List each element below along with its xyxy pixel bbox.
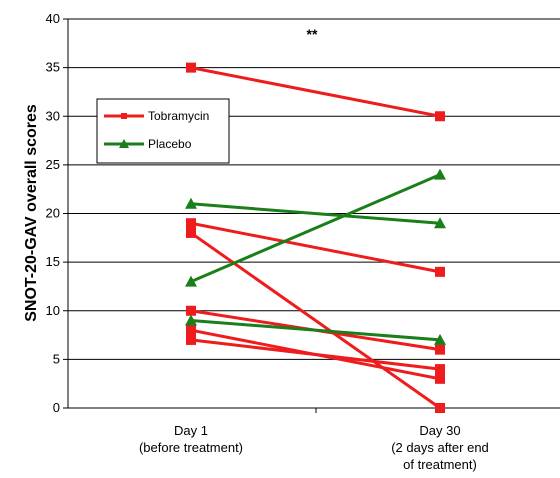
series-path: [190, 221, 441, 274]
gridlines: [68, 18, 560, 360]
y-tick-label: 10: [46, 303, 60, 318]
x-category-label: Day 1: [174, 423, 208, 438]
data-point: [185, 275, 197, 287]
legend: Tobramycin Placebo: [96, 98, 230, 164]
data-point: [435, 111, 445, 122]
y-tick-label: 15: [46, 254, 60, 269]
series-path: [190, 318, 441, 342]
data-point: [186, 227, 196, 238]
y-axis-title: SNOT-20-GAV overall scores: [23, 104, 40, 322]
x-category-label: (2 days after end: [391, 440, 489, 455]
data-point: [434, 333, 446, 345]
data-point: [186, 334, 196, 345]
series-line: [186, 218, 445, 277]
data-point: [186, 305, 196, 316]
legend-label: Tobramycin: [148, 109, 209, 123]
x-category-label: (before treatment): [139, 440, 243, 455]
series-path: [190, 231, 441, 410]
axes: [63, 18, 560, 413]
data-point: [186, 62, 196, 73]
series-line: [186, 227, 445, 413]
data-point: [435, 344, 445, 355]
y-tick-label: 5: [53, 351, 60, 366]
data-point: [434, 217, 446, 229]
y-tick-label: 35: [46, 60, 60, 75]
data-point: [435, 266, 445, 277]
data-point: [435, 403, 445, 413]
data-point: [435, 373, 445, 384]
data-point: [186, 218, 196, 229]
y-tick-labels: 0 5 10 15 20 25 30 35 40: [46, 11, 60, 415]
data-point: [186, 325, 196, 336]
data-point: [434, 168, 446, 180]
x-category-label: Day 30: [419, 423, 460, 438]
data-point: [435, 364, 445, 375]
y-tick-label: 30: [46, 108, 60, 123]
series-line: [186, 334, 445, 375]
legend-box: [96, 98, 230, 164]
legend-item: Placebo: [104, 137, 192, 151]
series-line: [186, 62, 445, 122]
data-point: [185, 197, 197, 209]
series-line: [185, 197, 446, 229]
series-path: [190, 173, 441, 283]
legend-marker: [121, 113, 127, 119]
y-tick-label: 20: [46, 206, 60, 221]
series-path: [190, 338, 441, 371]
x-category-label: of treatment): [403, 457, 477, 472]
y-tick-label: 40: [46, 11, 60, 26]
legend-item: Tobramycin: [104, 109, 209, 123]
series-line: [185, 168, 446, 287]
legend-marker: [119, 139, 129, 148]
x-category-labels: Day 1 (before treatment) Day 30 (2 days aft…: [139, 423, 489, 472]
series-line: [185, 314, 446, 345]
data-point: [185, 314, 197, 326]
legend-label: Placebo: [148, 137, 192, 151]
significance-annotation: **: [307, 26, 318, 42]
series-path: [190, 202, 441, 225]
y-tick-label: 0: [53, 400, 60, 415]
series-path: [190, 66, 441, 118]
y-tick-label: 25: [46, 157, 60, 172]
series-lines: [185, 62, 446, 413]
